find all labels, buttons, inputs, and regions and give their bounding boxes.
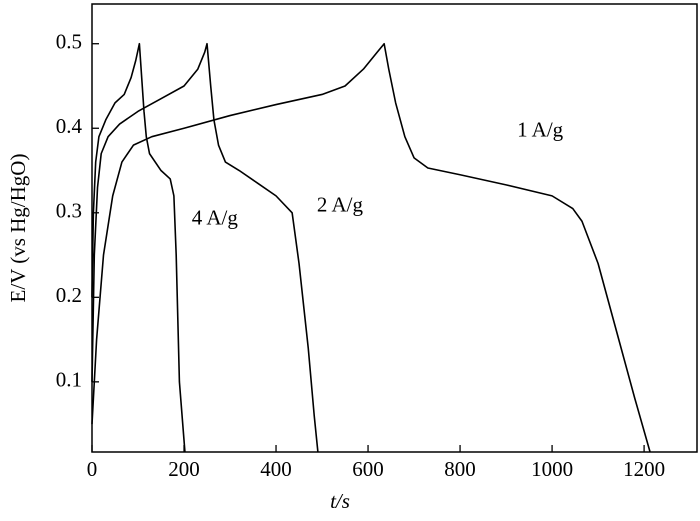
x-tick-label: 1200 [623,457,665,481]
curve [91,42,651,453]
y-axis-label: E/V (vs Hg/HgO) [6,154,30,303]
y-tick-label: 0.4 [56,114,83,138]
x-tick-label: 200 [168,457,200,481]
series-label: 1 A/g [517,117,564,141]
curve [91,42,319,453]
y-tick-label: 0.1 [56,368,82,392]
plot-frame [91,3,698,453]
y-tick-label: 0.2 [56,283,82,307]
curve [91,42,186,453]
series-label: 2 A/g [317,193,364,217]
series-label: 4 A/g [192,205,239,229]
y-tick-label: 0.3 [56,199,82,223]
x-tick-label: 0 [87,457,98,481]
y-tick-label: 0.5 [56,30,82,54]
x-tick-label: 400 [260,457,292,481]
x-axis-label: t/s [330,489,350,513]
x-tick-label: 600 [352,457,384,481]
x-tick-label: 800 [444,457,476,481]
x-tick-label: 1000 [531,457,573,481]
